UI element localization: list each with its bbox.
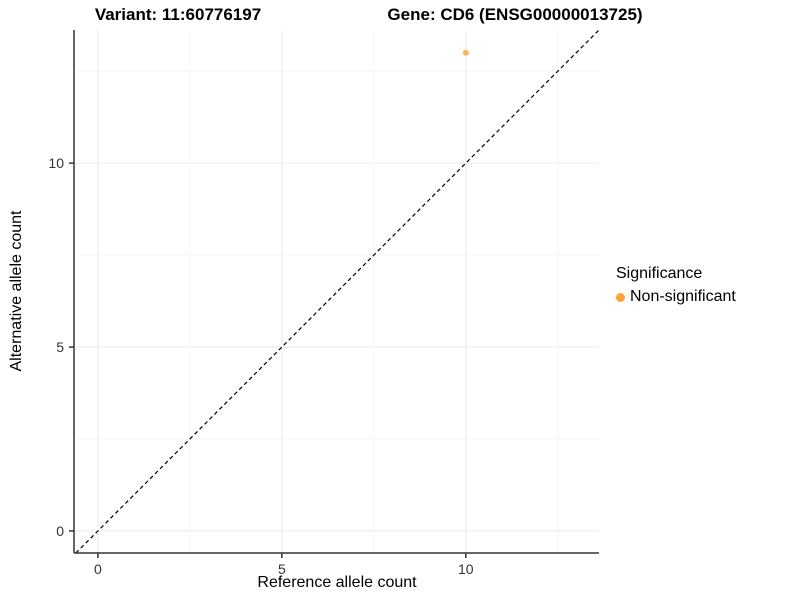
legend-item-label: Non-significant — [630, 288, 736, 305]
x-tick-label: 10 — [458, 561, 474, 577]
legend-item-non-significant: Non-significant — [616, 288, 736, 306]
legend-point-icon — [616, 292, 625, 302]
x-tick-label: 5 — [277, 561, 286, 577]
y-tick-label: 0 — [56, 522, 64, 539]
x-tick-label: 0 — [94, 561, 102, 577]
y-tick-label: 10 — [48, 155, 64, 172]
y-axis-title: Alternative allele count — [8, 210, 25, 372]
x-axis-title: Reference allele count — [257, 574, 417, 591]
identity-dashed-line — [75, 29, 600, 554]
variant-title: Variant: 11:60776197 — [94, 5, 262, 24]
legend: Significance Non-significant — [616, 265, 736, 306]
legend-title: Significance — [616, 265, 703, 282]
y-tick-label: 5 — [56, 339, 64, 356]
data-point — [462, 49, 469, 56]
gene-title: Gene: CD6 (ENSG00000013725) — [387, 5, 643, 24]
